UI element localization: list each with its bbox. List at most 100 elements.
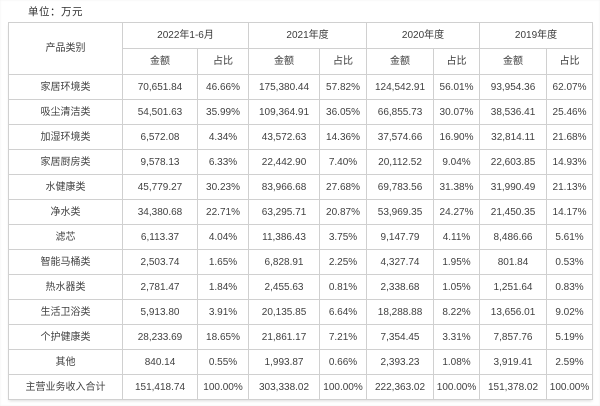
ratio-cell: 27.68% (319, 174, 368, 200)
ratio-cell: 9.04% (433, 149, 481, 175)
table-body: 家居环境类 70,651.84 46.66% 175,380.44 57.82% 124,… (8, 74, 594, 400)
amount-cell: 53,969.35 (366, 199, 435, 225)
ratio-cell: 31.38% (433, 174, 481, 200)
amount-cell: 7,857.76 (479, 324, 548, 350)
category-cell: 智能马桶类 (8, 249, 123, 275)
period-header-2019: 2019年度 (479, 22, 594, 49)
ratio-cell: 8.22% (433, 299, 481, 325)
ratio-cell: 1.95% (433, 249, 481, 275)
ratio-cell: 4.34% (196, 124, 250, 150)
amount-cell: 2,338.68 (366, 274, 435, 300)
table-row: 水健康类 45,779.27 30.23% 83,966.68 27.68% 69,783… (8, 174, 594, 200)
ratio-cell: 24.27% (433, 199, 481, 225)
amount-cell: 840.14 (122, 349, 198, 375)
ratio-cell: 21.68% (546, 124, 594, 150)
table-row: 生活卫浴类 5,913.80 3.91% 20,135.85 6.64% 18,288.8… (8, 299, 594, 325)
amount-cell: 1,251.64 (479, 274, 548, 300)
period-header-2021: 2021年度 (248, 22, 368, 49)
category-cell: 水健康类 (8, 174, 123, 200)
ratio-cell: 100.00% (196, 374, 250, 400)
period-header-2022h1: 2022年1-6月 (121, 22, 250, 49)
ratio-cell: 0.83% (546, 274, 594, 300)
ratio-cell: 21.13% (546, 174, 594, 200)
amount-cell: 45,779.27 (122, 174, 198, 200)
ratio-cell: 0.81% (319, 274, 368, 300)
ratio-cell: 9.02% (546, 299, 594, 325)
ratio-cell: 16.90% (433, 124, 481, 150)
ratio-cell: 1.08% (433, 349, 481, 375)
table-row: 智能马桶类 2,503.74 1.65% 6,828.91 2.25% 4,327.74 1… (8, 249, 594, 275)
ratio-cell: 5.19% (546, 324, 594, 350)
category-cell: 加湿环境类 (8, 124, 123, 150)
ratio-cell: 20.87% (319, 199, 368, 225)
ratio-cell: 1.84% (196, 274, 250, 300)
amount-cell: 9,578.13 (122, 149, 198, 175)
amount-cell: 5,913.80 (122, 299, 198, 325)
amount-cell: 9,147.79 (366, 224, 435, 250)
period-header-2020: 2020年度 (366, 22, 481, 49)
ratio-cell: 14.17% (546, 199, 594, 225)
amount-cell: 124,542.91 (366, 74, 435, 100)
table-row: 吸尘清洁类 54,501.63 35.99% 109,364.91 36.05% 66,8… (8, 99, 594, 125)
amount-cell: 54,501.63 (122, 99, 198, 125)
amount-cell: 38,536.41 (479, 99, 548, 125)
amount-cell: 93,954.36 (479, 74, 548, 100)
amount-subheader-2019: 金额 (479, 48, 548, 75)
amount-cell: 8,486.66 (479, 224, 548, 250)
amount-cell: 151,418.74 (122, 374, 198, 400)
ratio-cell: 6.64% (319, 299, 368, 325)
ratio-cell: 2.25% (319, 249, 368, 275)
amount-cell: 83,966.68 (248, 174, 321, 200)
ratio-cell: 22.71% (196, 199, 250, 225)
ratio-subheader-2022h1: 占比 (196, 48, 250, 75)
ratio-cell: 4.11% (433, 224, 481, 250)
amount-cell: 801.84 (479, 249, 548, 275)
table-row: 其他 840.14 0.55% 1,993.87 0.66% 2,393.23 1.08% 3… (8, 349, 594, 375)
amount-cell: 66,855.73 (366, 99, 435, 125)
ratio-cell: 100.00% (546, 374, 594, 400)
amount-cell: 21,861.17 (248, 324, 321, 350)
ratio-cell: 30.07% (433, 99, 481, 125)
ratio-cell: 25.46% (546, 99, 594, 125)
amount-cell: 63,295.71 (248, 199, 321, 225)
table-row: 个护健康类 28,233.69 18.65% 21,861.17 7.21% 7,354.… (8, 324, 594, 350)
amount-subheader-2020: 金额 (366, 48, 435, 75)
amount-cell: 303,338.02 (248, 374, 321, 400)
category-cell: 个护健康类 (8, 324, 123, 350)
ratio-cell: 6.33% (196, 149, 250, 175)
table-row: 净水类 34,380.68 22.71% 63,295.71 20.87% 53,969.… (8, 199, 594, 225)
amount-cell: 22,442.90 (248, 149, 321, 175)
product-category-header: 产品类别 (8, 22, 123, 75)
amount-cell: 28,233.69 (122, 324, 198, 350)
ratio-cell: 14.36% (319, 124, 368, 150)
category-cell: 热水器类 (8, 274, 123, 300)
amount-cell: 18,288.88 (366, 299, 435, 325)
ratio-cell: 2.59% (546, 349, 594, 375)
amount-cell: 2,781.47 (122, 274, 198, 300)
total-row: 主营业务收入合计 151,418.74 100.00% 303,338.02 100.0… (8, 374, 594, 400)
period-header-row: 产品类别 2022年1-6月 2021年度 2020年度 2019年度 (8, 22, 594, 75)
table-header: 产品类别 2022年1-6月 2021年度 2020年度 2019年度 金额 占… (8, 22, 594, 75)
ratio-cell: 57.82% (319, 74, 368, 100)
ratio-cell: 56.01% (433, 74, 481, 100)
amount-cell: 151,378.02 (479, 374, 548, 400)
amount-cell: 22,603.85 (479, 149, 548, 175)
amount-cell: 70,651.84 (122, 74, 198, 100)
amount-cell: 37,574.66 (366, 124, 435, 150)
ratio-cell: 62.07% (546, 74, 594, 100)
amount-cell: 7,354.45 (366, 324, 435, 350)
table-row: 滤芯 6,113.37 4.04% 11,386.43 3.75% 9,147.79 4.1… (8, 224, 594, 250)
ratio-cell: 0.53% (546, 249, 594, 275)
category-cell: 主营业务收入合计 (8, 374, 123, 400)
amount-cell: 43,572.63 (248, 124, 321, 150)
ratio-cell: 1.05% (433, 274, 481, 300)
category-cell: 净水类 (8, 199, 123, 225)
amount-cell: 2,503.74 (122, 249, 198, 275)
amount-cell: 31,990.49 (479, 174, 548, 200)
amount-cell: 6,113.37 (122, 224, 198, 250)
revenue-by-category-table: 产品类别 2022年1-6月 2021年度 2020年度 2019年度 金额 占… (8, 22, 594, 400)
category-cell: 其他 (8, 349, 123, 375)
amount-cell: 4,327.74 (366, 249, 435, 275)
ratio-subheader-2020: 占比 (433, 48, 481, 75)
